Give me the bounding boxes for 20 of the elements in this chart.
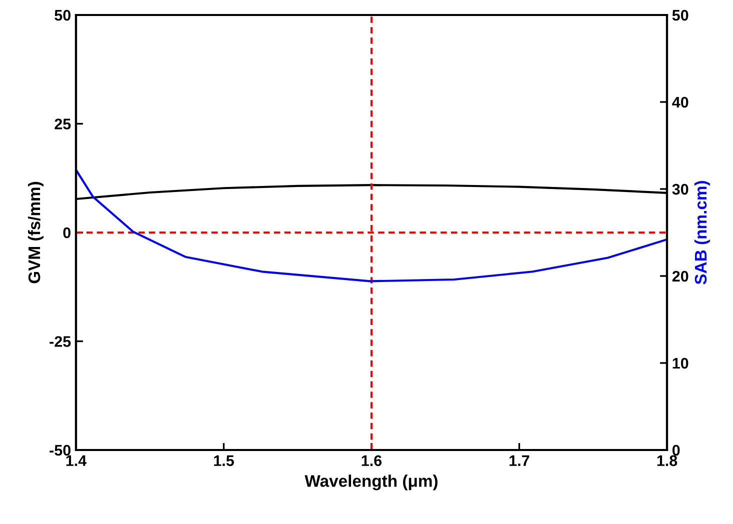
y2-tick-label: 50 xyxy=(672,10,688,21)
y2-axis-title: SAB (nm.cm) xyxy=(694,181,710,284)
y2-tick-label: 40 xyxy=(672,96,688,108)
y-tick-label: 25 xyxy=(54,118,71,130)
y2-tick-label: 30 xyxy=(672,184,688,195)
line-series xyxy=(76,168,667,282)
y2-tick-label: 10 xyxy=(672,358,688,369)
y-tick-label: 50 xyxy=(54,10,71,21)
y-tick-label: -50 xyxy=(50,444,71,456)
x-tick-label: 1.4 xyxy=(66,455,87,466)
x-tick-label: 1.7 xyxy=(510,455,530,466)
x-tick-label: 1.8 xyxy=(657,455,678,466)
y-tick-label: 0 xyxy=(63,227,71,238)
y2-tick-label: 20 xyxy=(672,270,688,282)
y2-tick-label: 0 xyxy=(672,444,680,456)
x-tick-label: 1.5 xyxy=(214,455,234,466)
y-axis-title: GVM (fs/mm) xyxy=(28,182,44,284)
x-tick-label: 1.6 xyxy=(362,455,382,466)
x-axis-title: Wavelength (μm) xyxy=(304,474,438,490)
y-tick-label: -25 xyxy=(50,336,71,347)
